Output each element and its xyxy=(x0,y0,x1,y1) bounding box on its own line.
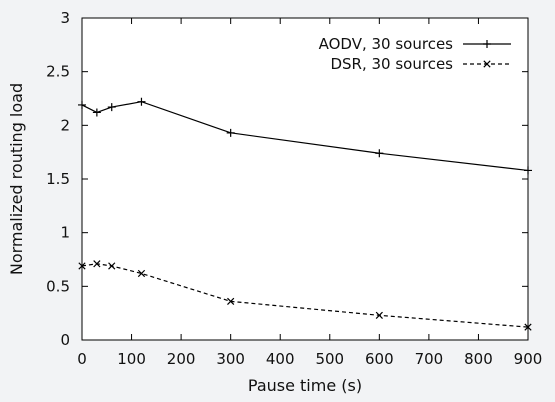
data-point-aodv xyxy=(226,128,235,137)
data-point-aodv xyxy=(107,103,116,112)
series-aodv xyxy=(78,97,532,175)
legend: AODV, 30 sources DSR, 30 sources xyxy=(319,35,511,73)
data-point-dsr xyxy=(375,311,383,319)
legend-marker-aodv xyxy=(483,40,491,48)
y-axis-title: Normalized routing load xyxy=(7,83,26,275)
data-point-aodv xyxy=(375,149,384,158)
x-tick-label: 800 xyxy=(464,350,493,368)
y-tick-label: 1.5 xyxy=(46,170,70,188)
x-tick-label: 300 xyxy=(216,350,245,368)
y-tick-label: 1 xyxy=(60,224,70,242)
data-point-aodv xyxy=(137,97,146,106)
data-point-dsr xyxy=(524,323,532,331)
legend-label-dsr: DSR, 30 sources xyxy=(330,55,453,73)
data-point-dsr xyxy=(137,269,146,278)
y-tick-label: 2.5 xyxy=(46,63,70,81)
data-point-dsr xyxy=(93,260,101,268)
data-point-aodv xyxy=(92,108,101,117)
axis-ticks: 0 100 200 300 400 500 600 700 800 900 0 0.5 1 1.5 2 2.5… xyxy=(46,9,542,368)
x-tick-label: 600 xyxy=(365,350,394,368)
x-axis-title: Pause time (s) xyxy=(248,376,362,395)
x-tick-label: 500 xyxy=(315,350,344,368)
series-dsr xyxy=(78,260,532,331)
series-layer xyxy=(78,97,532,331)
x-tick-label: 200 xyxy=(167,350,196,368)
data-point-aodv xyxy=(78,100,86,109)
y-tick-label: 0.5 xyxy=(46,277,70,295)
x-tick-label: 0 xyxy=(77,350,87,368)
x-tick-label: 900 xyxy=(514,350,543,368)
y-tick-label: 2 xyxy=(60,116,70,134)
y-tick-label: 0 xyxy=(60,331,70,349)
y-tick-label: 3 xyxy=(60,9,70,27)
legend-label-aodv: AODV, 30 sources xyxy=(319,35,454,53)
legend-marker-dsr xyxy=(483,60,491,68)
data-point-aodv xyxy=(524,166,532,175)
x-tick-label: 700 xyxy=(415,350,444,368)
plot-area xyxy=(81,17,529,341)
data-point-dsr xyxy=(108,262,116,270)
x-tick-label: 100 xyxy=(117,350,146,368)
x-tick-label: 400 xyxy=(266,350,295,368)
data-point-dsr xyxy=(227,297,235,305)
data-point-dsr xyxy=(78,262,86,270)
